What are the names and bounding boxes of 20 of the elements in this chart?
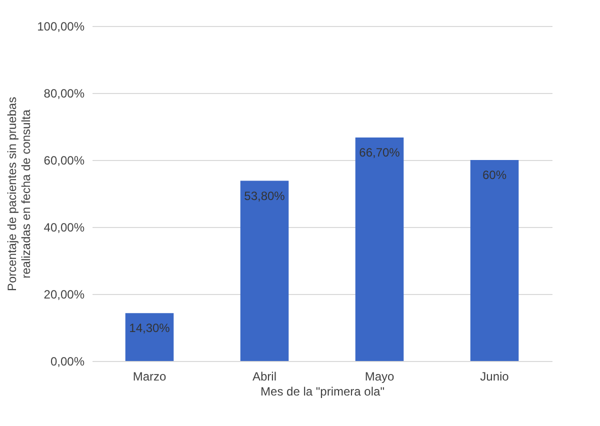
y-tick-label: 100,00% — [37, 20, 85, 34]
bar — [125, 313, 174, 361]
data-label: 60% — [482, 168, 507, 182]
y-tick-label: 60,00% — [44, 154, 85, 168]
data-label: 53,80% — [244, 188, 286, 203]
y-axis-title: Porcentaje de pacientes sin pruebas realizadas en fecha de consulta — [5, 96, 34, 292]
bar — [240, 180, 289, 361]
x-axis-title: Mes de la "primera ola" — [260, 384, 384, 398]
x-tick-label: Junio — [480, 370, 510, 384]
bar — [470, 160, 519, 361]
data-label: 66,70% — [359, 146, 400, 160]
y-tick-label: 80,00% — [44, 86, 85, 100]
y-tick-label: 40,00% — [44, 220, 85, 234]
x-tick-label: Marzo — [132, 370, 166, 384]
y-tick-label: 0,00% — [50, 354, 85, 368]
data-label: 14,30% — [129, 321, 170, 336]
x-tick-label: Mayo — [364, 370, 394, 384]
bar — [355, 138, 404, 361]
y-tick-label: 20,00% — [44, 288, 85, 302]
x-tick-label: Abril — [252, 370, 277, 384]
